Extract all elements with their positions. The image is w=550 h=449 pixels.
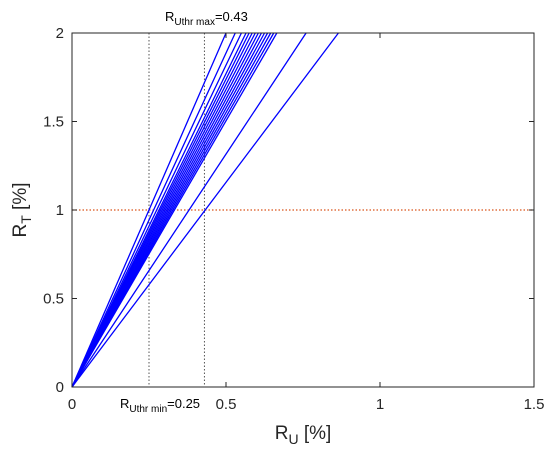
y-tick-label: 2	[56, 25, 64, 42]
y-tick-label: 1.5	[43, 114, 64, 131]
y-tick-label: 0.5	[43, 291, 64, 308]
vline-label-1: RUthr max=0.43	[165, 9, 248, 28]
ticks: 0 0.5 1 1.5 0 0.5 1 1.5 2	[43, 25, 544, 413]
x-axis-label: RU [%]	[275, 423, 332, 447]
y-tick-label: 0	[56, 379, 64, 396]
series-line-15	[71, 32, 339, 388]
series-line-1	[71, 32, 236, 388]
series-line-13	[71, 32, 278, 388]
vline-label-0: RUthr min=0.25	[120, 396, 200, 415]
x-tick-label: 0.5	[216, 396, 237, 413]
x-tick-label: 1.5	[524, 396, 545, 413]
x-tick-label: 1	[376, 396, 384, 413]
threshold-vlines	[148, 33, 205, 387]
series-lines	[71, 32, 339, 388]
series-line-0	[71, 32, 227, 388]
labels: RU [%] RT [%] RUthr min=0.25 RUthr max=0.43	[10, 9, 331, 447]
y-axis-label: RT [%]	[10, 182, 34, 237]
series-line-2	[71, 32, 242, 388]
y-tick-label: 1	[56, 202, 64, 219]
x-tick-label: 0	[68, 396, 76, 413]
series-line-14	[71, 32, 307, 388]
